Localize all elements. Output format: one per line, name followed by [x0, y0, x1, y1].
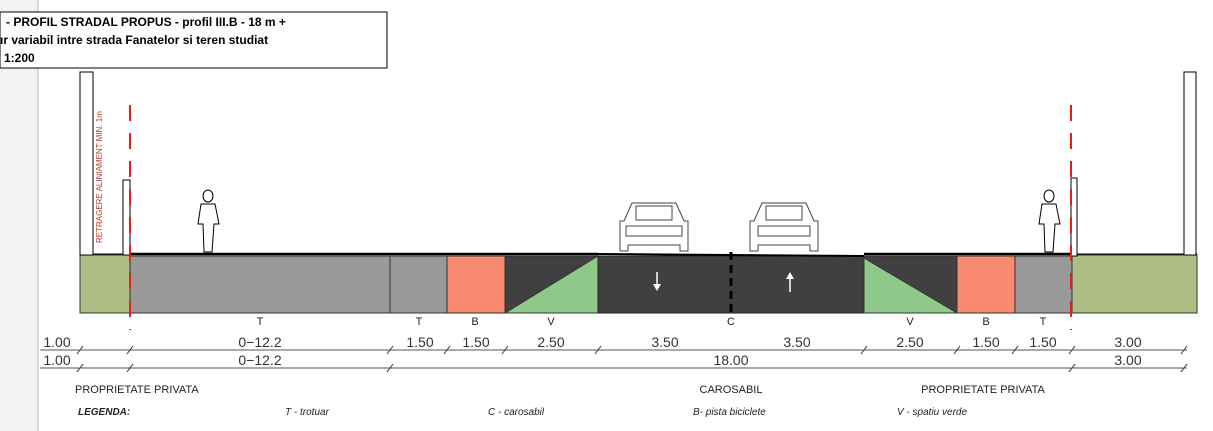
car [749, 202, 819, 252]
dimension-label: 1.50 [972, 334, 999, 350]
margin [0, 0, 38, 431]
section-label: PROPRIETATE PRIVATA [921, 384, 1045, 396]
dimension-label: 1.00 [43, 352, 70, 368]
dimension-tick [76, 345, 84, 355]
arrow-up-head [786, 272, 794, 279]
dimension-tick [126, 345, 134, 355]
road-line [597, 253, 865, 257]
ground [79, 252, 1198, 314]
zone-label: V [547, 316, 555, 328]
dimension-tick [386, 345, 394, 355]
dimension-label: 18.00 [713, 352, 748, 368]
dimension-tick [1180, 345, 1188, 355]
zone-label: C [727, 316, 735, 328]
legend-item: T - trotuar [285, 407, 330, 418]
sidewalk [129, 255, 391, 314]
dimension-tick [76, 363, 84, 373]
section-label: CAROSABIL [700, 384, 763, 396]
dimension-tick [860, 345, 868, 355]
title-box [0, 11, 388, 69]
zone-label: T [257, 316, 264, 328]
section-label: PROPRIETATE PRIVATA [75, 384, 199, 396]
dimension-tick [126, 363, 134, 373]
sidewalk [389, 255, 448, 314]
dimension-label: 3.00 [1114, 334, 1141, 350]
bike-lane [446, 255, 506, 314]
legend-item: C - carosabil [488, 407, 545, 418]
dimension-label: 2.50 [896, 334, 923, 350]
arrow-down-head [653, 284, 661, 291]
dimension-label: 1.50 [406, 334, 433, 350]
dimension-label: 1.50 [1029, 334, 1056, 350]
dimension-tick [594, 345, 602, 355]
title-line: ır variabil intre strada Fanatelor si te… [0, 33, 268, 47]
pedestrian [1038, 189, 1061, 253]
zone-label: V [906, 316, 914, 328]
green-verge [863, 257, 959, 314]
dimension-tick [386, 363, 394, 373]
legend-item: B- pista biciclete [693, 407, 766, 418]
fence-post [122, 179, 131, 256]
sidewalk [1014, 255, 1073, 314]
dimension-tick [1180, 363, 1188, 373]
legend-item: V - spatiu verde [897, 407, 967, 418]
dimension-tick [443, 345, 451, 355]
dimension-label: 3.00 [1114, 352, 1141, 368]
zone-label: T [416, 316, 423, 328]
fence-wall [1183, 71, 1197, 256]
zone-label: B [471, 316, 478, 328]
dimension-label: 0−12.2 [238, 334, 281, 350]
legend-heading: LEGENDA: [78, 407, 130, 418]
dimension-label: 1.00 [43, 334, 70, 350]
dimension-label: 3.50 [783, 334, 810, 350]
dimension-tick [1068, 363, 1076, 373]
zone-label: B [982, 316, 989, 328]
fence-wall [79, 71, 94, 256]
green-strip [1071, 254, 1198, 314]
dimension-tick [1068, 345, 1076, 355]
bike-lane [956, 255, 1016, 314]
dimension-label: 3.50 [651, 334, 678, 350]
zone-label: T [1040, 316, 1047, 328]
setback-note: RETRAGERE ALINIAMENT MIN. 1m [95, 111, 104, 243]
pedestrian [197, 189, 220, 253]
dimension-label: 2.50 [537, 334, 564, 350]
dimension-tick [501, 345, 509, 355]
dimension-label: 1.50 [462, 334, 489, 350]
green-strip [79, 254, 131, 314]
car [619, 202, 689, 252]
title-line: - PROFIL STRADAL PROPUS - profil III.B -… [6, 15, 286, 29]
dimension-tick [1011, 345, 1019, 355]
dimension-tick [953, 345, 961, 355]
scale: 1:200 [4, 51, 35, 65]
dimension-label: 0−12.2 [238, 352, 281, 368]
